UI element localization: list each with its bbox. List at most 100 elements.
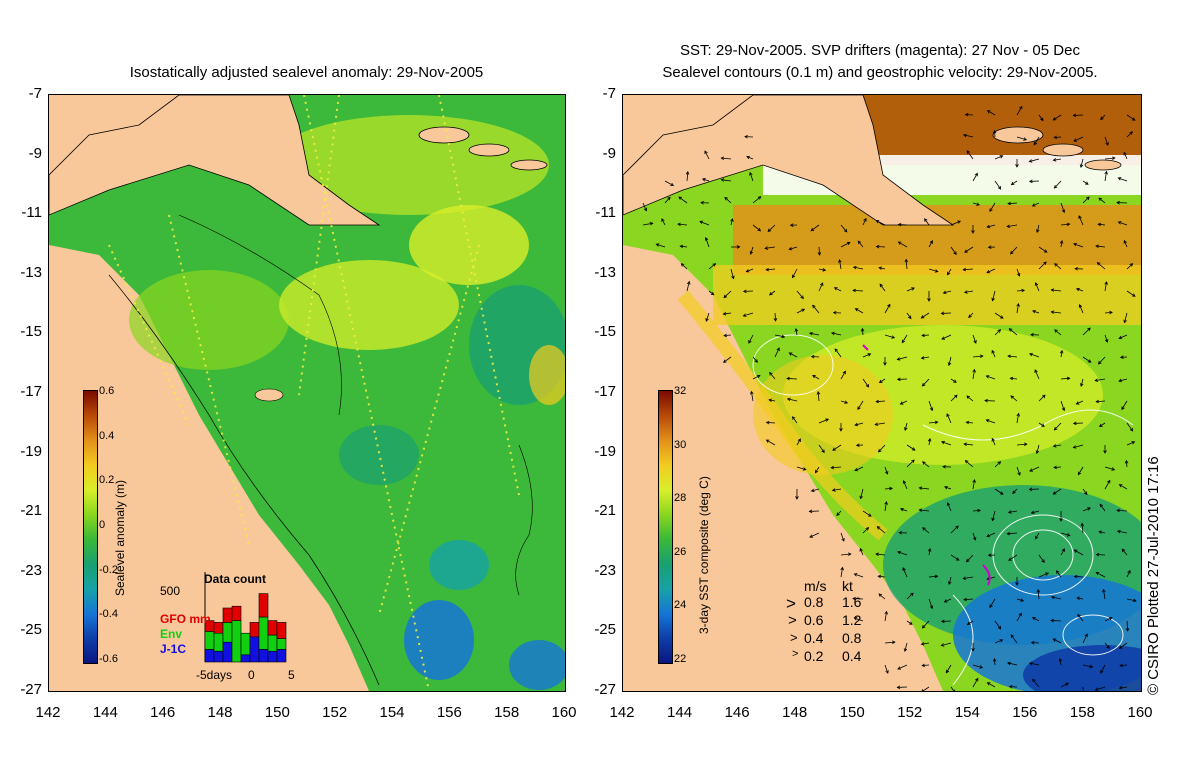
velocity-arrow [875,422,886,426]
velocity-arrow-head [1117,177,1122,181]
velocity-arrow [972,173,978,182]
velocity-arrow-head [1073,574,1078,579]
velocity-arrow [853,289,864,292]
velocity-arrow [906,312,912,319]
velocity-arrow [812,305,820,314]
velocity-arrow [1104,136,1109,146]
velocity-arrow [972,355,983,358]
velocity-arrow [1076,288,1084,292]
velocity-arrow-head [865,383,870,388]
velocity-arrow-head [745,269,750,273]
velocity-arrow [1038,261,1047,270]
left-colorbar-tick: 0.4 [99,429,115,442]
velocity-arrow [922,664,930,666]
velocity-arrow-head [769,371,773,376]
velocity-arrow-head [934,574,939,579]
velocity-arrow-head [964,249,968,253]
velocity-arrow-head [802,467,807,471]
drifter-track [982,564,991,586]
velocity-arrow-head [859,495,863,500]
velocity-arrow-head [842,370,846,375]
velocity-arrow-head [853,617,858,621]
velocity-arrow [1104,281,1107,292]
data-count-bar-j1c [213,650,224,663]
velocity-arrow-head [922,527,926,531]
velocity-arrow-head [973,340,977,344]
velocity-arrow [1038,422,1045,427]
velocity-arrow [854,573,864,578]
velocity-arrow [919,487,930,490]
velocity-arrow [1033,136,1040,145]
velocity-arrow [817,391,820,402]
velocity-arrow [922,527,930,534]
velocity-arrow [1080,378,1084,387]
velocity-arrow [1104,642,1110,649]
velocity-arrow [766,268,776,271]
velocity-arrow-head [976,202,981,206]
velocity-arrow [1053,114,1062,121]
velocity-arrow-head [1080,383,1084,387]
velocity-arrow-head [897,666,902,670]
velocity-arrow [1123,240,1128,248]
velocity-arrow [963,268,974,271]
velocity-arrow [1053,466,1062,468]
png-landmass-sst [623,95,955,226]
velocity-arrow-head [942,290,947,295]
velocity-arrow-head [834,348,839,352]
velocity-arrow [809,332,820,336]
velocity-arrow-head [875,552,879,557]
right-lon-label: 148 [782,704,808,721]
velocity-arrow [752,375,761,380]
velocity-arrow-head [1073,138,1078,142]
data-count-bar-gfo [258,593,269,618]
right-colorbar [658,390,673,664]
velocity-arrow [994,130,996,138]
velocity-arrow [1073,444,1084,448]
velocity-arrow-head [812,304,816,309]
velocity-arrow-head [810,488,815,493]
velocity-arrow [1100,114,1106,120]
velocity-arrow-head [1111,467,1116,471]
velocity-arrow [1095,245,1106,248]
velocity-arrow [994,488,1004,495]
velocity-arrow-head [867,353,872,357]
velocity-arrow [1016,136,1027,141]
velocity-arrow-head [972,479,976,483]
velocity-arrow [1051,311,1062,314]
velocity-arrow [1118,221,1128,226]
velocity-arrow-head [1053,184,1058,189]
velocity-arrow-head [1072,421,1077,426]
velocity-arrow [1095,686,1106,691]
velocity-arrow-head [1118,645,1123,649]
velocity-arrow [855,308,864,314]
velocity-arrow-head [875,244,880,249]
velocity-arrow [834,287,842,292]
velocity-arrow [941,441,952,446]
velocity-arrow [840,242,851,248]
velocity-arrow-head [971,230,975,234]
left-lon-label: 146 [150,704,176,721]
velocity-arrow-head [765,420,770,425]
velocity-arrow [862,328,864,336]
velocity-arrow [994,620,1002,630]
velocity-arrow-head [1077,613,1081,618]
data-count-bar-gfo [267,620,278,636]
velocity-arrow [1082,180,1089,185]
velocity-arrow-head [999,491,1004,495]
velocity-arrow [875,553,886,556]
velocity-arrow [831,466,842,469]
right-lat-label: -19 [594,442,616,460]
velocity-arrow [656,243,666,248]
velocity-arrow-head [921,663,926,668]
velocity-arrow [928,598,933,609]
velocity-arrow-head [678,196,683,200]
velocity-arrow [966,150,974,160]
velocity-arrow [774,334,785,338]
velocity-arrow [906,459,915,468]
velocity-arrow-head [1119,663,1123,668]
velocity-arrow-head [878,379,883,384]
right-lon-label: 154 [954,704,980,721]
velocity-arrow-head [794,327,799,332]
velocity-arrow [1100,664,1106,674]
velocity-arrow [928,400,933,411]
